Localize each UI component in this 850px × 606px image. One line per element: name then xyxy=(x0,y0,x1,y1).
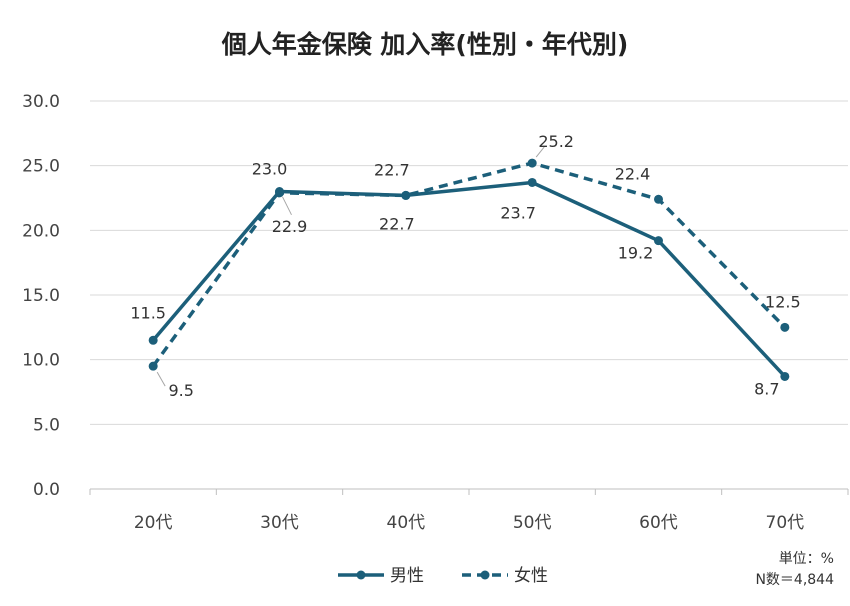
data-label: 22.9 xyxy=(272,217,308,236)
grid xyxy=(90,100,848,425)
series-line-female xyxy=(151,161,787,368)
data-label: 19.2 xyxy=(618,244,654,263)
y-tick-label: 10.0 xyxy=(22,351,60,371)
x-tick-label: 40代 xyxy=(387,513,426,533)
y-tick-label: 15.0 xyxy=(22,286,60,306)
leader-line xyxy=(535,146,545,158)
legend-marker xyxy=(480,570,490,580)
axes: 0.0 5.0 10.0 15.0 20.0 25.0 30.0 20代 30代 40代 50代 60… xyxy=(22,92,849,533)
legend-marker xyxy=(356,570,366,580)
data-point xyxy=(654,194,663,204)
y-tick-label: 20.0 xyxy=(22,221,60,241)
data-label: 23.7 xyxy=(500,203,536,222)
x-tick-label: 70代 xyxy=(766,513,805,533)
x-tick-label: 30代 xyxy=(260,513,299,533)
data-label: 22.4 xyxy=(615,164,651,183)
data-point xyxy=(780,322,790,332)
data-point xyxy=(148,335,158,345)
data-label: 22.7 xyxy=(374,160,410,179)
data-labels: 11.5 23.0 22.7 23.7 19.2 8.7 9.5 22.9 22.7 25.2 22… xyxy=(130,132,800,400)
leader-line xyxy=(282,196,292,216)
legend: 男性 女性 xyxy=(338,566,548,586)
data-point xyxy=(654,236,663,246)
series xyxy=(148,158,790,381)
data-label: 12.5 xyxy=(765,292,801,311)
data-label: 22.7 xyxy=(379,214,415,233)
data-label: 25.2 xyxy=(538,132,574,151)
y-tick-label: 0.0 xyxy=(33,480,60,500)
series-line-male xyxy=(151,180,787,378)
data-point xyxy=(527,158,537,168)
y-tick-label: 30.0 xyxy=(22,92,60,112)
sample-size-note: N数＝4,844 xyxy=(755,572,834,588)
y-tick-label: 25.0 xyxy=(22,157,60,177)
data-point xyxy=(148,361,158,371)
unit-note: 単位：% xyxy=(779,551,834,567)
data-label: 11.5 xyxy=(130,303,166,322)
data-point xyxy=(401,190,411,200)
data-point xyxy=(275,188,284,198)
x-tick-label: 20代 xyxy=(134,513,173,533)
x-tick-label: 60代 xyxy=(639,513,678,533)
data-label: 8.7 xyxy=(754,379,779,398)
data-point xyxy=(780,371,790,381)
leader-line xyxy=(156,371,166,387)
legend-label: 女性 xyxy=(514,566,548,586)
x-tick-label: 50代 xyxy=(513,513,552,533)
legend-label: 男性 xyxy=(390,566,424,586)
data-point xyxy=(527,177,537,187)
chart-title: 個人年金保険 加入率(性別・年代別) xyxy=(221,30,629,59)
data-label: 9.5 xyxy=(168,381,193,400)
y-tick-label: 5.0 xyxy=(33,415,60,435)
data-label: 23.0 xyxy=(252,160,288,179)
